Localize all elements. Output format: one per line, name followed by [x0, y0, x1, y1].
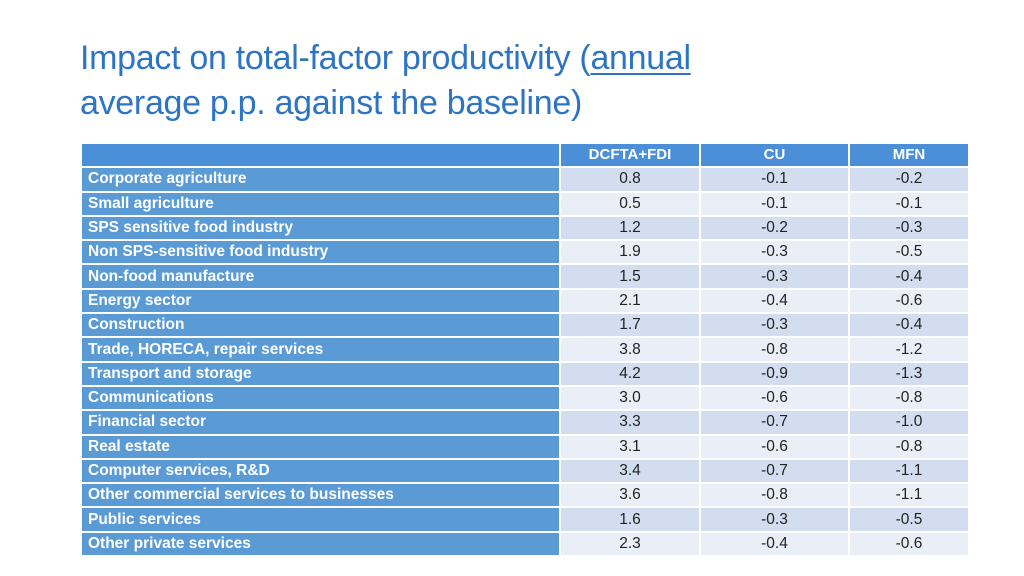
tfp-impact-table: DCFTA+FDI CU MFN Corporate agriculture 0.… — [80, 141, 970, 558]
value-dcfta-fdi: 3.6 — [559, 482, 701, 509]
header-corner-cell — [80, 141, 561, 169]
row-label: Energy sector — [80, 287, 561, 315]
value-cu: -0.2 — [699, 214, 850, 242]
slide-title: Impact on total-factor productivity (ann… — [80, 36, 960, 126]
value-cu: -0.3 — [699, 506, 850, 533]
value-cu: -0.6 — [699, 433, 850, 460]
header-cu: CU — [699, 141, 850, 169]
value-mfn: -0.3 — [848, 214, 970, 242]
table-row: Financial sector 3.3 -0.7 -1.0 — [80, 409, 970, 436]
value-dcfta-fdi: 1.7 — [559, 312, 701, 339]
row-label: Construction — [80, 312, 561, 339]
row-label: Corporate agriculture — [80, 166, 561, 193]
value-cu: -0.9 — [699, 360, 850, 387]
value-cu: -0.3 — [699, 263, 850, 290]
row-label: Other private services — [80, 530, 561, 558]
row-label: Financial sector — [80, 409, 561, 436]
table-row: Communications 3.0 -0.6 -0.8 — [80, 384, 970, 412]
table-row: Energy sector 2.1 -0.4 -0.6 — [80, 287, 970, 315]
table-row: Transport and storage 4.2 -0.9 -1.3 — [80, 360, 970, 387]
value-dcfta-fdi: 3.8 — [559, 336, 701, 363]
table-row: Other commercial services to businesses 3… — [80, 482, 970, 509]
value-cu: -0.3 — [699, 239, 850, 266]
value-mfn: -1.3 — [848, 360, 970, 387]
value-dcfta-fdi: 3.1 — [559, 433, 701, 460]
value-dcfta-fdi: 1.5 — [559, 263, 701, 290]
row-label: Trade, HORECA, repair services — [80, 336, 561, 363]
value-dcfta-fdi: 0.8 — [559, 166, 701, 193]
value-cu: -0.4 — [699, 287, 850, 315]
value-mfn: -0.1 — [848, 190, 970, 217]
title-text-start: Impact on total-factor productivity ( — [80, 39, 591, 77]
table-row: Other private services 2.3 -0.4 -0.6 — [80, 530, 970, 558]
row-label: Real estate — [80, 433, 561, 460]
table-row: Corporate agriculture 0.8 -0.1 -0.2 — [80, 166, 970, 193]
row-label: Transport and storage — [80, 360, 561, 387]
value-mfn: -0.5 — [848, 506, 970, 533]
table-row: SPS sensitive food industry 1.2 -0.2 -0.3 — [80, 214, 970, 242]
value-dcfta-fdi: 4.2 — [559, 360, 701, 387]
table-row: Small agriculture 0.5 -0.1 -0.1 — [80, 190, 970, 217]
value-dcfta-fdi: 2.1 — [559, 287, 701, 315]
table-row: Trade, HORECA, repair services 3.8 -0.8 -1.… — [80, 336, 970, 363]
title-text-end: average p.p. against the baseline) — [80, 84, 583, 122]
row-label: Non-food manufacture — [80, 263, 561, 290]
title-underlined-word: annual — [590, 39, 691, 77]
table-row: Non SPS-sensitive food industry 1.9 -0.3 -0… — [80, 239, 970, 266]
value-dcfta-fdi: 1.2 — [559, 214, 701, 242]
value-cu: -0.1 — [699, 166, 850, 193]
row-label: Non SPS-sensitive food industry — [80, 239, 561, 266]
value-mfn: -1.0 — [848, 409, 970, 436]
value-dcfta-fdi: 3.3 — [559, 409, 701, 436]
value-mfn: -0.6 — [848, 530, 970, 558]
value-mfn: -0.8 — [848, 384, 970, 412]
row-label: Computer services, R&D — [80, 457, 561, 485]
table-row: Real estate 3.1 -0.6 -0.8 — [80, 433, 970, 460]
row-label: Communications — [80, 384, 561, 412]
value-dcfta-fdi: 1.9 — [559, 239, 701, 266]
value-cu: -0.8 — [699, 482, 850, 509]
row-label: Public services — [80, 506, 561, 533]
value-mfn: -1.2 — [848, 336, 970, 363]
value-mfn: -1.1 — [848, 457, 970, 485]
value-mfn: -0.4 — [848, 312, 970, 339]
value-dcfta-fdi: 0.5 — [559, 190, 701, 217]
value-cu: -0.6 — [699, 384, 850, 412]
value-dcfta-fdi: 1.6 — [559, 506, 701, 533]
table-body: Corporate agriculture 0.8 -0.1 -0.2 Small ag… — [80, 166, 970, 558]
value-mfn: -0.8 — [848, 433, 970, 460]
row-label: SPS sensitive food industry — [80, 214, 561, 242]
value-cu: -0.3 — [699, 312, 850, 339]
row-label: Small agriculture — [80, 190, 561, 217]
value-mfn: -0.6 — [848, 287, 970, 315]
header-mfn: MFN — [848, 141, 970, 169]
header-dcfta-fdi: DCFTA+FDI — [559, 141, 701, 169]
value-mfn: -0.5 — [848, 239, 970, 266]
table-row: Construction 1.7 -0.3 -0.4 — [80, 312, 970, 339]
table-row: Public services 1.6 -0.3 -0.5 — [80, 506, 970, 533]
value-mfn: -0.4 — [848, 263, 970, 290]
value-cu: -0.7 — [699, 409, 850, 436]
row-label: Other commercial services to businesses — [80, 482, 561, 509]
table-row: Computer services, R&D 3.4 -0.7 -1.1 — [80, 457, 970, 485]
value-cu: -0.8 — [699, 336, 850, 363]
value-dcfta-fdi: 2.3 — [559, 530, 701, 558]
value-mfn: -0.2 — [848, 166, 970, 193]
value-cu: -0.4 — [699, 530, 850, 558]
value-dcfta-fdi: 3.0 — [559, 384, 701, 412]
value-cu: -0.1 — [699, 190, 850, 217]
table-row: Non-food manufacture 1.5 -0.3 -0.4 — [80, 263, 970, 290]
table-header-row: DCFTA+FDI CU MFN — [80, 141, 970, 169]
value-cu: -0.7 — [699, 457, 850, 485]
value-mfn: -1.1 — [848, 482, 970, 509]
value-dcfta-fdi: 3.4 — [559, 457, 701, 485]
